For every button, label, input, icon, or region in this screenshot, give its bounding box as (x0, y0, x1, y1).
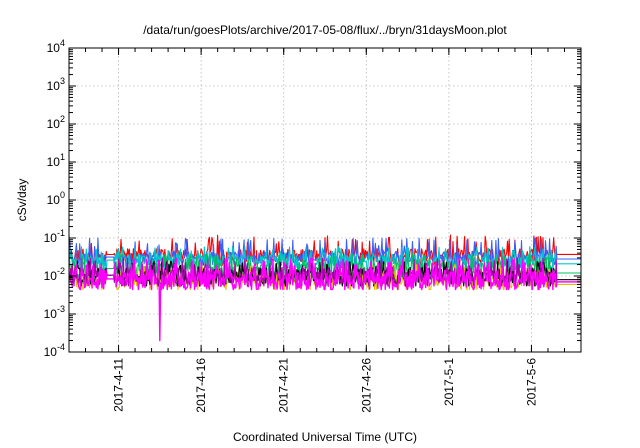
y-tick-label: 10-4 (44, 342, 65, 359)
x-tick-label: 2017-4-11 (112, 358, 126, 412)
y-tick-label: 101 (47, 152, 65, 169)
x-tick-label: 2017-5-6 (524, 358, 538, 406)
y-tick-label: 102 (47, 114, 65, 131)
y-tick-label: 10-2 (44, 266, 65, 283)
x-tick-label: 2017-5-1 (442, 358, 456, 406)
x-tick-label: 2017-4-26 (359, 358, 373, 413)
x-tick-label: 2017-4-16 (194, 358, 208, 413)
y-tick-label: 10-1 (44, 228, 65, 245)
x-axis: 2017-4-11 2017-4-16 2017-4-21 2017-4-26 2017… (85, 48, 565, 413)
x-tick-label: 2017-4-21 (277, 358, 291, 413)
grid-lines (69, 48, 581, 352)
y-axis-label: cSv/day (15, 179, 29, 222)
y-tick-label: 103 (47, 76, 65, 93)
x-axis-label: Coordinated Universal Time (UTC) (233, 430, 417, 444)
y-axis: 10-4 10-3 10-2 10-1 100 101 102 103 104 (44, 38, 581, 359)
y-tick-label: 100 (47, 190, 65, 207)
y-tick-label: 10-3 (44, 304, 65, 321)
series-line (68, 257, 581, 342)
series-layer (68, 234, 581, 342)
y-tick-label: 104 (47, 38, 65, 55)
chart-title: /data/run/goesPlots/archive/2017-05-08/f… (143, 23, 507, 37)
